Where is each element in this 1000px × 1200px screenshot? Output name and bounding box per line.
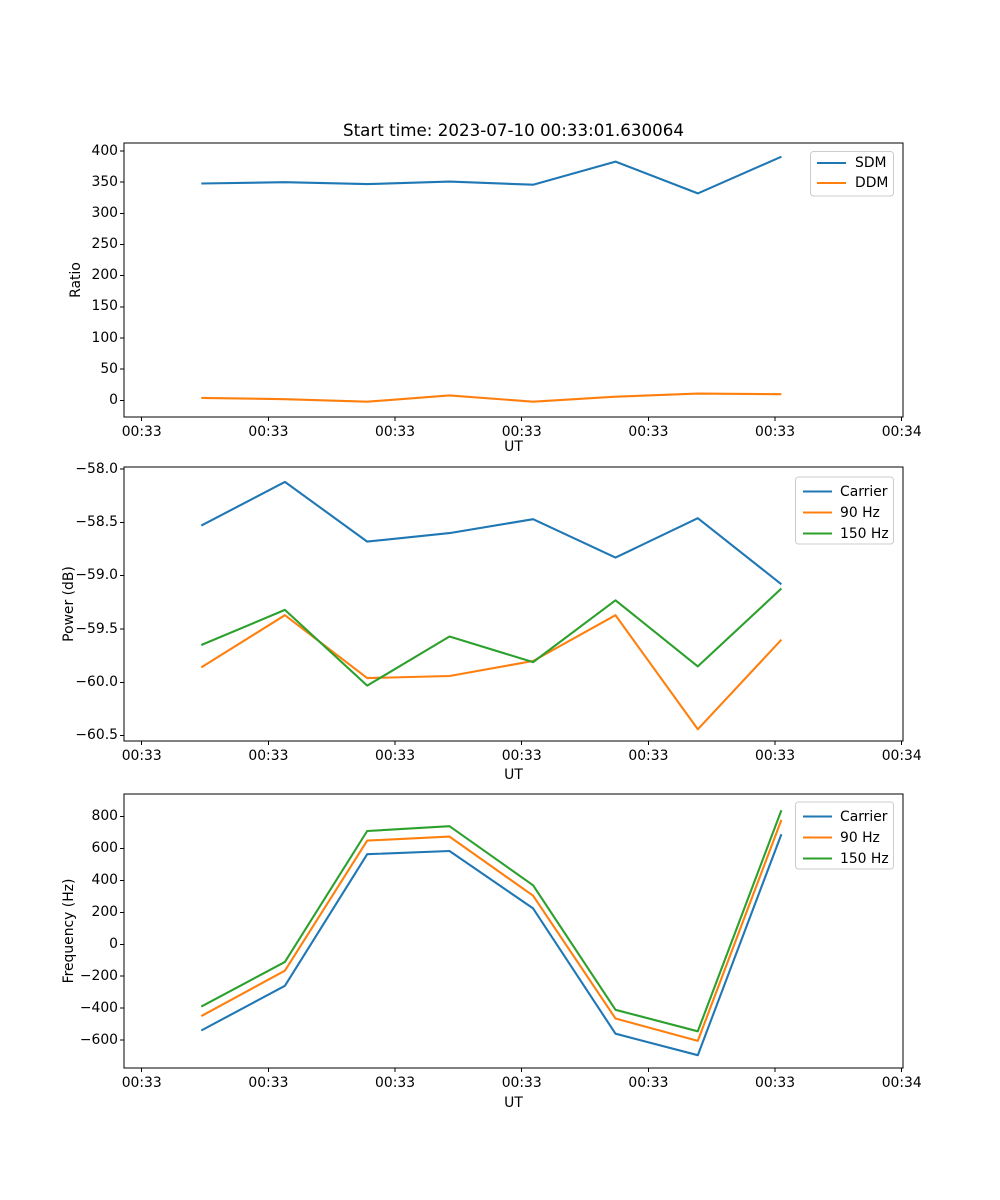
- y-tick-label: −60.5: [75, 727, 118, 744]
- legend-box: [795, 476, 894, 545]
- x-tick-label: 00:33: [755, 1075, 796, 1091]
- legend-label-150-hz: 150 Hz: [840, 850, 889, 867]
- y-tick-label: 50: [100, 360, 118, 377]
- y-tick-label: −59.5: [75, 620, 118, 637]
- legend-label-ddm: DDM: [855, 175, 889, 191]
- series-line-carrier: [200, 480, 783, 586]
- series-line-90-hz: [200, 614, 783, 731]
- y-tick-label: 400: [91, 142, 118, 159]
- x-tick-label: 00:33: [248, 1075, 289, 1091]
- figure-title: Start time: 2023-07-10 00:33:01.630064: [343, 120, 684, 140]
- x-tick-label: 00:33: [628, 748, 669, 764]
- x-tick-label: 00:33: [121, 748, 162, 764]
- series-line-150-hz: [200, 809, 783, 1033]
- chart-power-xlabel: UT: [504, 767, 523, 783]
- x-tick-label: 00:33: [628, 424, 669, 440]
- y-tick-label: 800: [91, 808, 118, 825]
- series-line-ddm: [201, 392, 782, 403]
- series-line-carrier: [200, 833, 783, 1057]
- x-tick-label: 00:33: [248, 424, 289, 440]
- legend-label-90-hz: 90 Hz: [840, 504, 880, 521]
- axes-box: [123, 793, 904, 1069]
- x-tick-label: 00:34: [881, 1075, 922, 1091]
- y-tick-label: 250: [91, 236, 118, 253]
- y-tick-label: −600: [79, 1031, 118, 1048]
- series-line-150-hz: [200, 587, 783, 687]
- y-tick-label: 400: [91, 871, 118, 888]
- y-tick-label: 200: [91, 267, 118, 284]
- axes-box: [123, 142, 904, 418]
- legend-label-90-hz: 90 Hz: [840, 829, 880, 846]
- y-tick-label: 300: [91, 204, 118, 221]
- y-tick-label: 0: [109, 935, 118, 952]
- x-tick-label: 00:34: [881, 424, 922, 440]
- y-tick-label: 350: [91, 173, 118, 190]
- x-tick-label: 00:33: [375, 1075, 416, 1091]
- x-tick-label: 00:33: [248, 748, 289, 764]
- y-tick-label: 0: [109, 391, 118, 408]
- series-line-sdm: [201, 155, 782, 195]
- y-tick-label: 150: [91, 298, 118, 315]
- y-tick-label: 200: [91, 903, 118, 920]
- x-tick-label: 00:33: [375, 424, 416, 440]
- chart-ratio-xlabel: UT: [504, 439, 523, 455]
- x-tick-label: 00:34: [881, 748, 922, 764]
- legend-label-carrier: Carrier: [840, 483, 888, 500]
- y-tick-label: 600: [91, 840, 118, 857]
- y-tick-label: −58.5: [75, 513, 118, 530]
- x-tick-label: 00:33: [501, 748, 542, 764]
- x-tick-label: 00:33: [501, 424, 542, 440]
- axes-box: [123, 466, 904, 742]
- y-tick-label: −59.0: [75, 567, 118, 584]
- x-tick-label: 00:33: [375, 748, 416, 764]
- y-tick-label: −58.0: [75, 460, 118, 477]
- y-tick-label: −400: [79, 999, 118, 1016]
- x-tick-label: 00:33: [121, 424, 162, 440]
- legend-label-carrier: Carrier: [840, 808, 888, 825]
- y-tick-label: 100: [91, 329, 118, 346]
- series-line-90-hz: [200, 819, 783, 1042]
- x-tick-label: 00:33: [628, 1075, 669, 1091]
- y-tick-label: −60.0: [75, 673, 118, 690]
- x-tick-label: 00:33: [501, 1075, 542, 1091]
- legend-label-150-hz: 150 Hz: [840, 525, 889, 542]
- x-tick-label: 00:33: [755, 748, 796, 764]
- legend-label-sdm: SDM: [855, 155, 887, 171]
- chart-frequency-xlabel: UT: [504, 1095, 523, 1111]
- legend-box: [795, 801, 894, 870]
- y-tick-label: −200: [79, 967, 118, 984]
- x-tick-label: 00:33: [121, 1075, 162, 1091]
- x-tick-label: 00:33: [755, 424, 796, 440]
